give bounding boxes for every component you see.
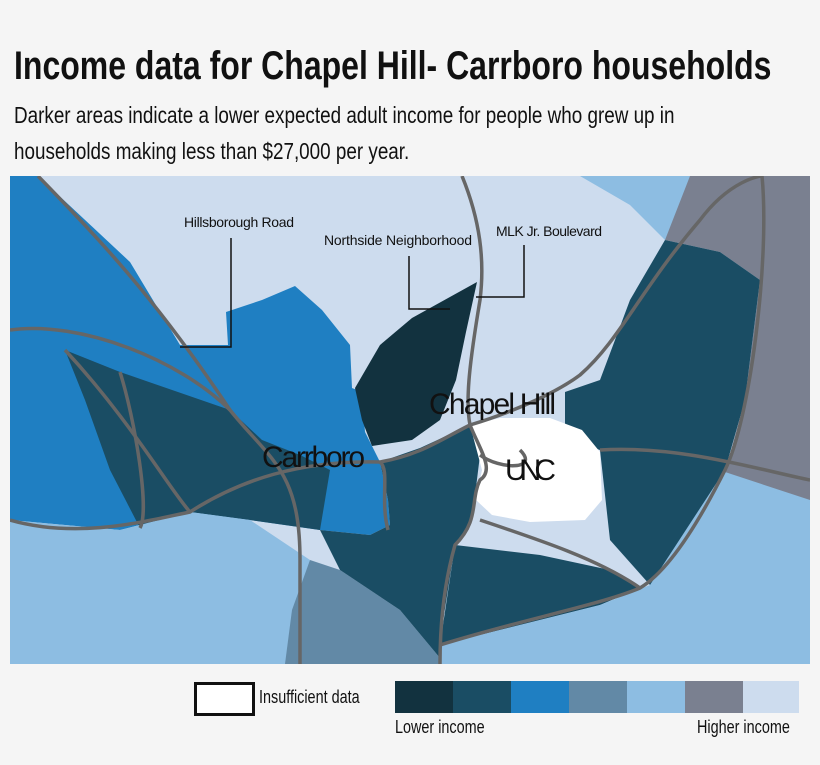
region-center-teal <box>320 425 480 664</box>
road <box>599 447 810 482</box>
road <box>118 371 145 529</box>
label-chapel-hill: Chapel Hill <box>429 388 556 421</box>
leader-hillsborough <box>180 238 232 348</box>
leader-northside <box>408 256 450 310</box>
region-bottom-steel <box>285 560 445 664</box>
region-northside-darkest <box>355 282 477 446</box>
road <box>378 460 390 531</box>
label-carrboro: Carrboro <box>262 441 365 474</box>
road <box>63 348 192 514</box>
road <box>10 326 232 412</box>
legend-swatch-6 <box>685 681 743 713</box>
region-right-teal <box>565 240 760 585</box>
region-bottom-right-light <box>440 470 810 664</box>
legend-high-label: Higher income <box>697 717 790 737</box>
region-unc-insufficient <box>470 418 602 522</box>
region-left-teal <box>65 350 330 530</box>
legend-swatch-1 <box>395 681 453 713</box>
subtitle-line-2: households making less than $27,000 per … <box>14 138 410 164</box>
legend-low-label: Lower income <box>395 717 485 737</box>
region-south-teal <box>440 545 640 645</box>
subtitle-line-1: Darker areas indicate a lower expected a… <box>14 102 675 128</box>
page-title: Income data for Chapel Hill- Carrboro ho… <box>14 44 772 88</box>
legend-swatch-2 <box>453 681 511 713</box>
region-top-right-light <box>580 176 700 240</box>
road <box>469 176 763 427</box>
label-unc: UNC <box>505 454 556 487</box>
legend-insufficient-swatch <box>194 682 255 716</box>
region-right-gray <box>665 176 810 500</box>
road <box>36 176 302 664</box>
annotation-hillsborough: Hillsborough Road <box>184 214 294 230</box>
leader-mlk <box>476 245 525 298</box>
annotation-northside: Northside Neighborhood <box>324 232 472 248</box>
road <box>439 176 766 647</box>
road <box>479 518 642 590</box>
annotation-mlk: MLK Jr. Boulevard <box>496 223 602 239</box>
legend-swatch-7 <box>743 681 799 713</box>
road-mlk <box>438 176 489 664</box>
legend-insufficient-label: Insufficient data <box>259 687 360 707</box>
road <box>478 448 528 468</box>
legend-swatch-5 <box>627 681 685 713</box>
legend-swatch-3 <box>511 681 569 713</box>
road <box>10 423 471 531</box>
region-bottom-left-light <box>10 512 310 664</box>
legend-swatch-4 <box>569 681 627 713</box>
